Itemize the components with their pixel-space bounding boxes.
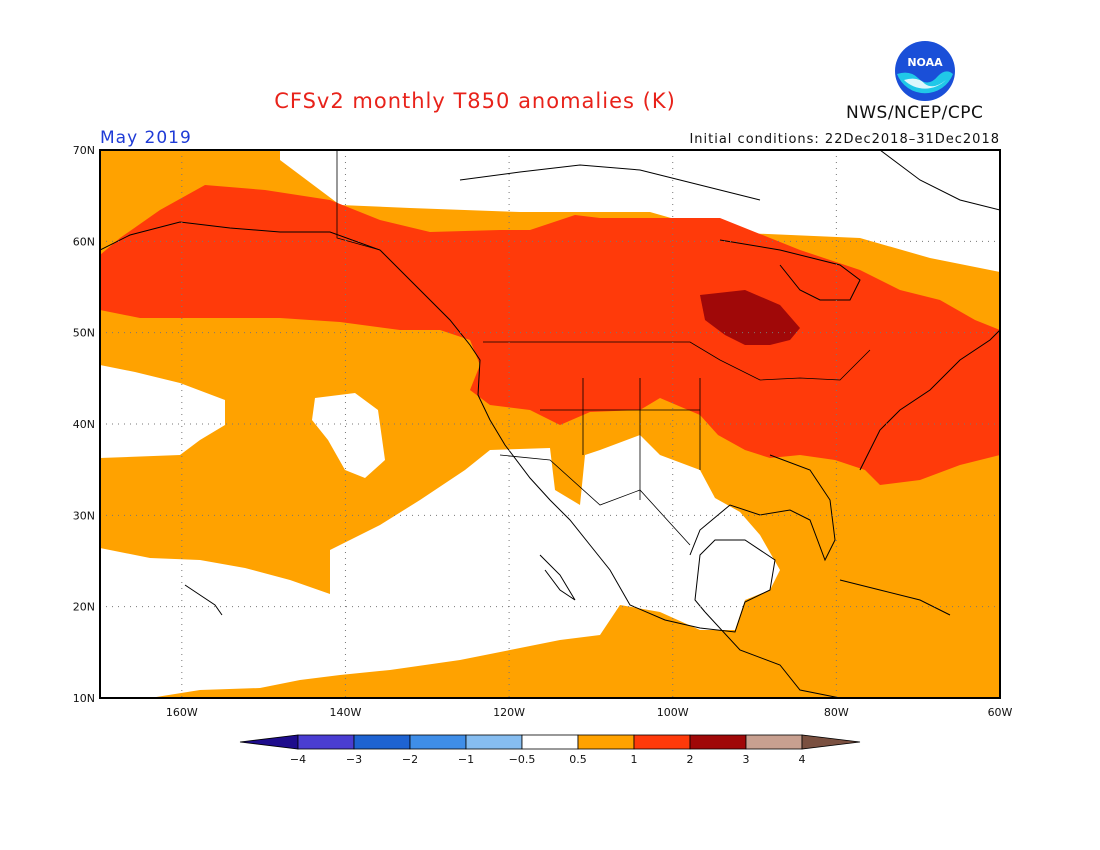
colorbar-segment <box>521 734 579 750</box>
colorbar: −4 −3 −2 −1 −0.5 0.5 1 2 3 4 <box>239 734 861 766</box>
atlantic-coastline <box>859 329 1000 471</box>
noaa-logo-text: NOAA <box>907 56 943 69</box>
anomaly-region-neutral-subtropics <box>100 435 780 698</box>
gulf-coastline <box>689 454 836 562</box>
lon-label: 80W <box>824 706 849 719</box>
hudson-bay-coast <box>719 239 861 301</box>
colorbar-segment <box>465 734 523 750</box>
colorbar-segment <box>801 734 861 750</box>
colorbar-label: 3 <box>743 753 750 766</box>
colorbar-segment <box>409 734 467 750</box>
colorbar-label: −0.5 <box>509 753 536 766</box>
us-canada-border <box>483 341 871 381</box>
anomaly-region-2to3 <box>700 290 800 345</box>
coastlines <box>100 150 1000 698</box>
political-borders <box>336 150 871 546</box>
colorbar-label: −2 <box>402 753 418 766</box>
colorbar-label: 2 <box>687 753 694 766</box>
gridlines <box>100 150 1000 698</box>
greenland-coast <box>879 150 1000 211</box>
central-america-coast <box>704 611 841 698</box>
colorbar-segment <box>577 734 635 750</box>
longitude-labels: 160W 140W 120W 100W 80W 60W <box>166 706 1013 719</box>
state-borders <box>540 378 701 500</box>
lon-label: 100W <box>657 706 689 719</box>
latitude-labels: 70N 60N 50N 40N 30N 20N 10N <box>73 144 95 705</box>
pacific-coastline <box>100 221 776 633</box>
lat-label: 40N <box>73 418 95 431</box>
lat-label: 10N <box>73 692 95 705</box>
lat-label: 60N <box>73 235 95 248</box>
lon-label: 60W <box>988 706 1013 719</box>
lat-label: 20N <box>73 601 95 614</box>
anomaly-region-1to2 <box>100 185 1000 485</box>
colorbar-label: 0.5 <box>569 753 587 766</box>
chart-title: CFSv2 monthly T850 anomalies (K) <box>274 89 676 113</box>
agency-label: NWS/NCEP/CPC <box>846 103 984 123</box>
hawaii-islands <box>184 584 223 616</box>
anomaly-region-neutral-pacific-central <box>312 393 385 478</box>
anomaly-region-neutral-pacific-west <box>100 365 225 458</box>
colorbar-segment <box>297 734 355 750</box>
colorbar-label: −1 <box>458 753 474 766</box>
forecast-month: May 2019 <box>100 128 192 148</box>
baja-california <box>539 554 576 601</box>
colorbar-segment <box>745 734 803 750</box>
lon-label: 140W <box>330 706 362 719</box>
map-frame <box>99 149 1001 699</box>
us-mexico-border <box>499 454 691 546</box>
anomaly-region-neutral-arctic <box>280 150 1000 272</box>
arctic-archipelago-coast <box>459 164 761 201</box>
colorbar-segment <box>239 734 299 750</box>
colorbar-label: −4 <box>290 753 306 766</box>
colorbar-segment <box>353 734 411 750</box>
initial-conditions: Initial conditions: 22Dec2018–31Dec2018 <box>689 132 1000 147</box>
colorbar-segment <box>689 734 747 750</box>
colorbar-segment <box>633 734 691 750</box>
lon-label: 120W <box>493 706 525 719</box>
lat-label: 70N <box>73 144 95 157</box>
colorbar-label: 4 <box>799 753 806 766</box>
lat-label: 50N <box>73 327 95 340</box>
noaa-logo-icon: NOAA <box>895 41 955 101</box>
lat-label: 30N <box>73 509 95 522</box>
lon-label: 160W <box>166 706 198 719</box>
colorbar-label: −3 <box>346 753 362 766</box>
colorbar-label: 1 <box>631 753 638 766</box>
alaska-border <box>336 150 381 251</box>
cuba-coast <box>839 579 951 616</box>
